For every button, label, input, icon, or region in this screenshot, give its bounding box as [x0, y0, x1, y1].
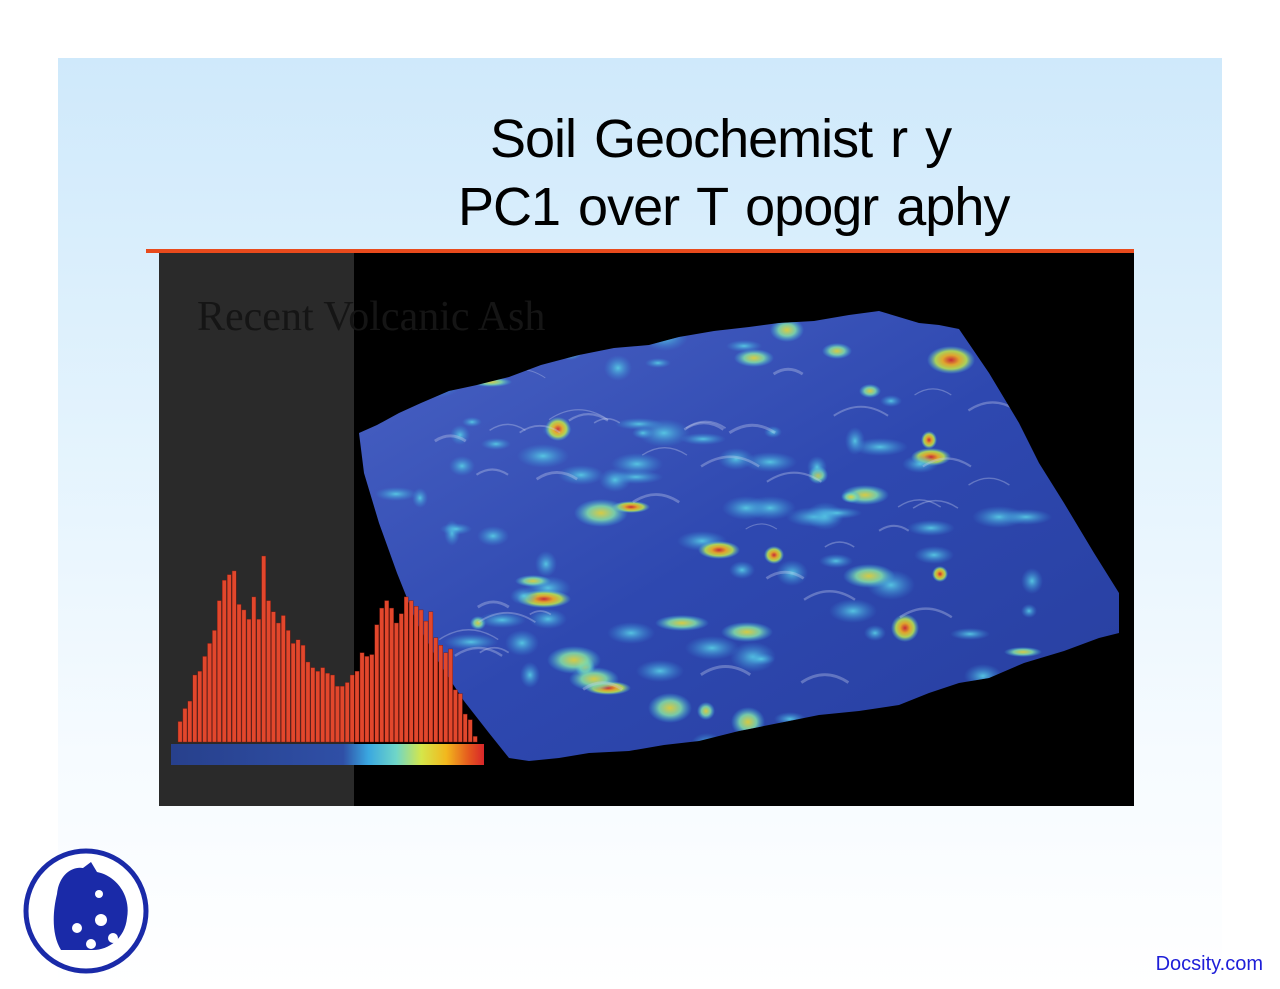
histogram-bar: [379, 607, 384, 743]
docsity-watermark[interactable]: Docsity.com: [1155, 953, 1263, 975]
histogram-bar: [231, 570, 237, 743]
histogram-bar: [197, 671, 203, 743]
histogram-bar: [453, 689, 458, 743]
histogram-bar: [399, 613, 404, 743]
pc1-histogram: [177, 555, 478, 743]
histogram-bar: [468, 719, 473, 743]
histogram-bar: [295, 639, 301, 743]
histogram-bar: [281, 615, 286, 743]
histogram-bar: [266, 600, 271, 743]
histogram-bar: [354, 671, 360, 743]
docsity-logo-icon: [23, 848, 149, 974]
histogram-bar: [246, 619, 252, 743]
figure-label: Recent Volcanic Ash: [197, 294, 546, 340]
histogram-bar: [443, 652, 448, 743]
histogram-bar: [261, 555, 266, 743]
histogram-bar: [433, 637, 439, 743]
histogram-bar: [212, 630, 217, 743]
histogram-bar: [394, 622, 399, 743]
histogram-bar: [305, 661, 311, 743]
histogram-bar: [458, 693, 463, 743]
histogram-bar: [369, 654, 375, 743]
histogram-bar: [226, 574, 232, 743]
topography-figure: Recent Volcanic Ash: [159, 253, 1134, 806]
histogram-bar: [276, 622, 281, 743]
histogram-bar: [349, 674, 355, 743]
histogram-bar: [310, 667, 316, 743]
histogram-bar: [389, 607, 394, 743]
histogram-bar: [340, 686, 345, 743]
histogram-bar: [413, 606, 419, 743]
histogram-bar: [315, 671, 320, 743]
histogram-bar: [325, 673, 330, 743]
histogram-bar: [335, 686, 340, 743]
histogram-bar: [330, 674, 335, 743]
histogram-bar: [403, 596, 409, 743]
histogram-bar: [251, 596, 257, 743]
histogram-bar: [359, 652, 365, 743]
histogram-bar: [472, 736, 478, 743]
histogram-bar: [187, 700, 193, 743]
histogram-bar: [428, 611, 434, 743]
histogram-bar: [217, 600, 222, 743]
histogram-bar: [423, 620, 429, 743]
histogram-bar: [344, 682, 350, 743]
histogram-bar: [182, 708, 188, 743]
histogram-bar: [207, 643, 212, 743]
histogram-bar: [285, 630, 291, 743]
histogram-bar: [192, 674, 198, 743]
histogram-bar: [320, 667, 325, 743]
slide-title-line-1: Soil Geochemist r y: [490, 109, 952, 169]
histogram-bar: [177, 721, 183, 743]
histogram-bar: [448, 648, 453, 743]
slide-title-line-2: PC1 over T opogr aphy: [458, 177, 1010, 237]
histogram-bar: [202, 656, 207, 743]
color-scale-bar: [171, 744, 484, 765]
histogram-bar: [408, 600, 414, 743]
histogram-bar: [290, 643, 296, 743]
histogram-bar: [241, 609, 247, 743]
histogram-bar: [364, 656, 370, 743]
title-underline-rule: [146, 249, 1134, 253]
histogram-bar: [256, 619, 261, 743]
terrain-surface: [359, 311, 1119, 761]
pc1-topography-map: [171, 311, 1119, 765]
histogram-bar: [463, 713, 468, 743]
histogram-bar: [271, 611, 276, 743]
histogram-bar: [438, 645, 444, 743]
histogram-bar: [384, 600, 389, 743]
histogram-bar: [374, 624, 379, 743]
histogram-bar: [300, 645, 306, 743]
histogram-bar: [418, 609, 424, 743]
histogram-bar: [236, 604, 242, 743]
histogram-bar: [222, 580, 227, 743]
